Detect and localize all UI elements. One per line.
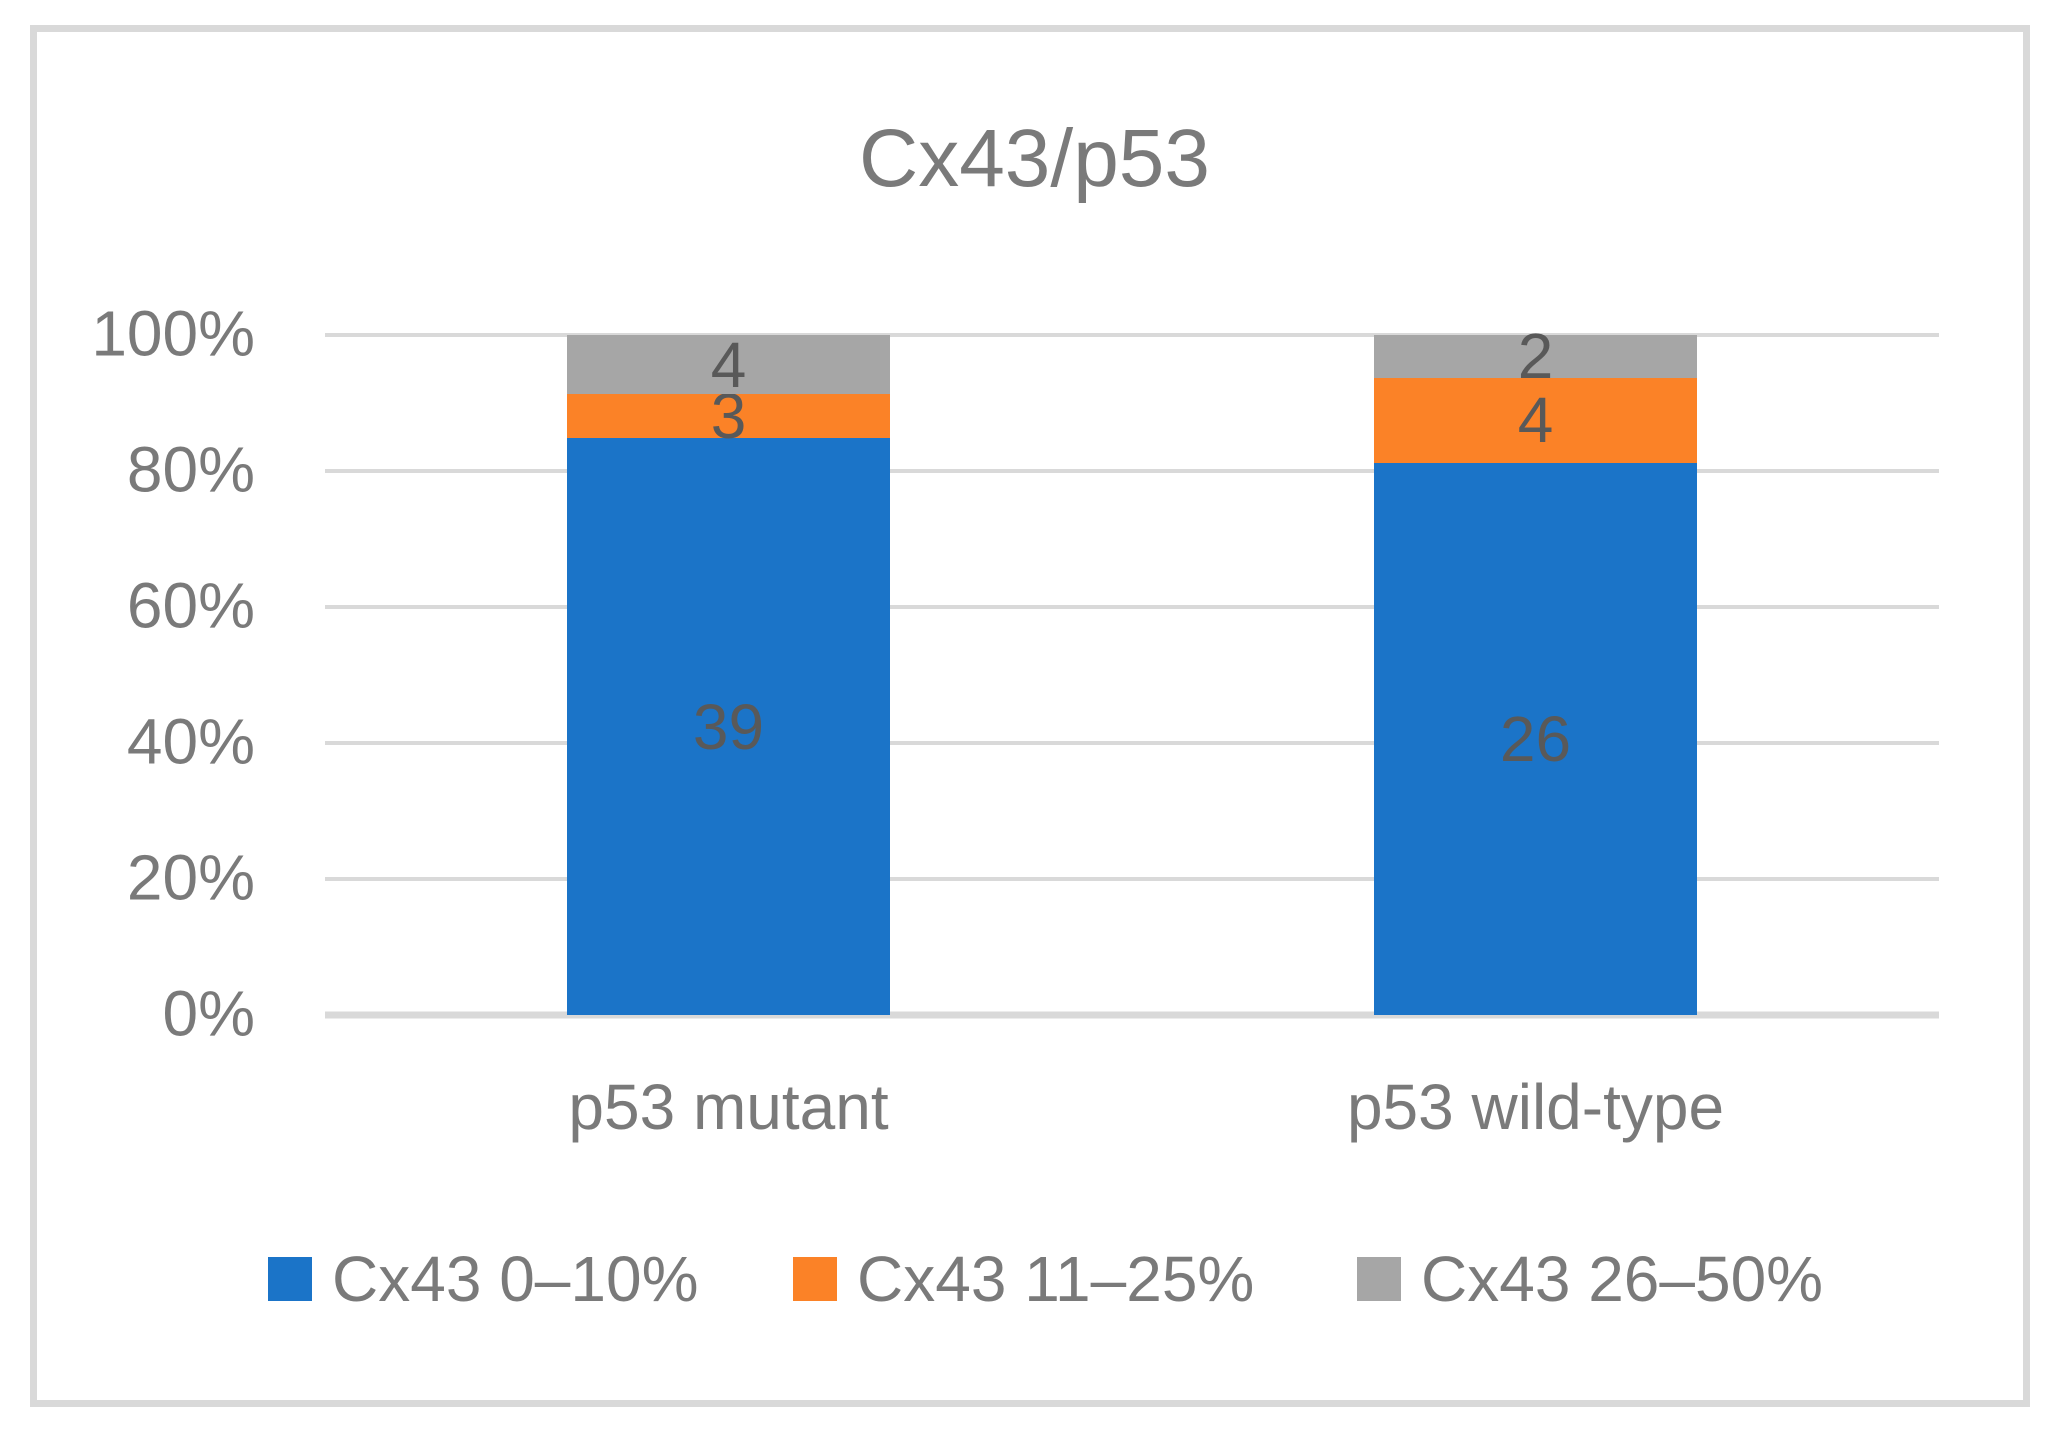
gridline xyxy=(325,469,1939,473)
x-axis-category-label: p53 mutant xyxy=(568,1071,889,1143)
x-axis-category-label: p53 wild-type xyxy=(1346,1071,1725,1143)
bar-segment: 2 xyxy=(1374,324,1697,388)
gridline xyxy=(325,1011,1939,1019)
y-axis-tick-label: 40% xyxy=(126,705,255,778)
legend-label: Cx43 26–50% xyxy=(1421,1243,1824,1315)
legend-color-swatch-icon xyxy=(1357,1257,1401,1301)
y-axis-tick-label: 80% xyxy=(126,433,255,506)
data-label: 4 xyxy=(1517,384,1554,456)
gridline xyxy=(325,333,1939,337)
data-label: 2 xyxy=(1517,320,1554,393)
bar-1: 39 3 4 xyxy=(567,328,890,1015)
bar-segment: 26 xyxy=(1374,462,1697,1015)
legend-label: Cx43 0–10% xyxy=(332,1243,699,1315)
legend-color-swatch-icon xyxy=(793,1257,837,1301)
bar-segment: 4 xyxy=(567,328,890,401)
data-label: 26 xyxy=(1499,702,1572,775)
chart-border-frame xyxy=(30,25,2030,1407)
legend-item: Cx43 11–25% xyxy=(793,1247,1254,1311)
plot-area: 39 3 4 26 4 2 xyxy=(325,324,1939,1019)
data-label: 4 xyxy=(710,328,747,401)
bar-segment: 39 xyxy=(567,438,890,1015)
y-axis-tick-label: 0% xyxy=(162,977,256,1050)
gridline xyxy=(325,741,1939,745)
gridline xyxy=(325,605,1939,609)
gridline xyxy=(325,877,1939,881)
legend-item: Cx43 26–50% xyxy=(1357,1247,1823,1311)
legend-item: Cx43 0–10% xyxy=(268,1247,698,1311)
chart-title: Cx43/p53 xyxy=(858,113,1211,204)
y-axis-tick-label: 20% xyxy=(126,841,255,914)
data-label: 3 xyxy=(710,380,747,453)
legend-label: Cx43 11–25% xyxy=(857,1243,1255,1315)
y-axis-tick-label: 60% xyxy=(126,569,255,642)
legend-color-swatch-icon xyxy=(268,1257,312,1301)
data-label: 39 xyxy=(692,690,765,763)
bar-2: 26 4 2 xyxy=(1374,324,1697,1015)
bar-segment: 3 xyxy=(567,384,890,448)
y-axis-tick-label: 100% xyxy=(91,297,255,370)
bar-segment: 4 xyxy=(1374,377,1697,463)
